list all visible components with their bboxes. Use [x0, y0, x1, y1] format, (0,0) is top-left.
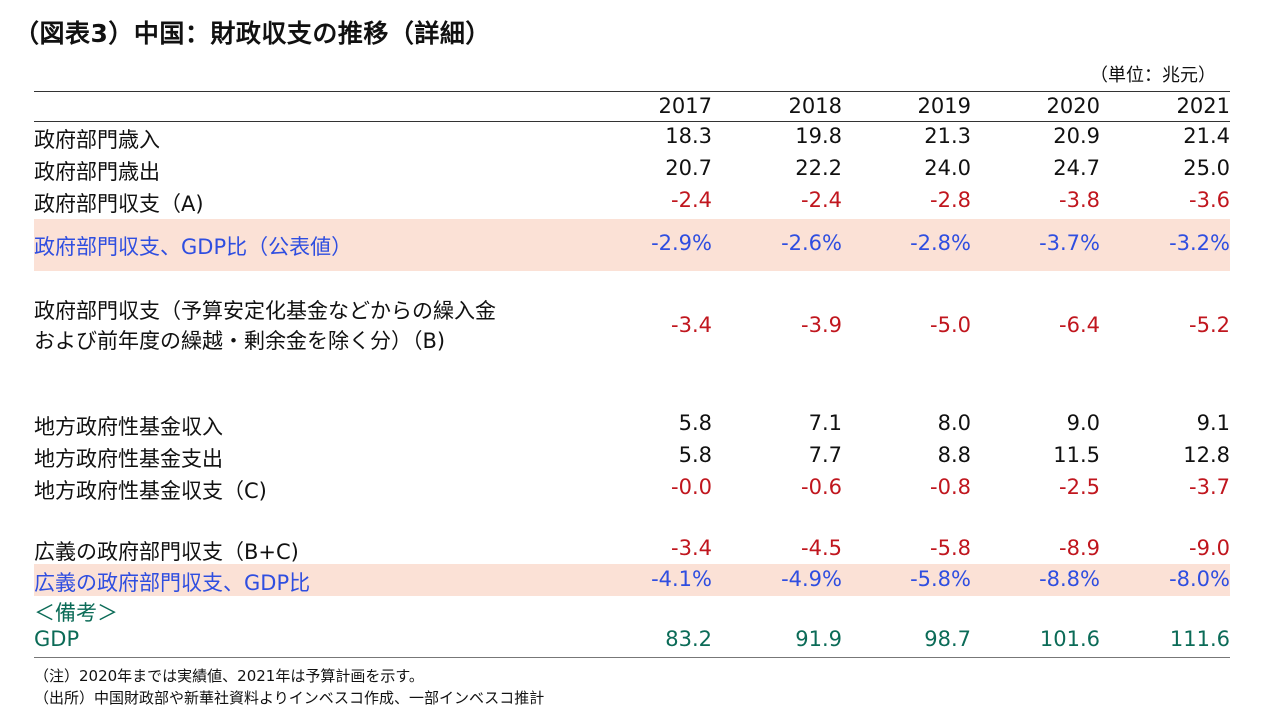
cell-value: 20.9: [1053, 124, 1100, 148]
cell-value: 98.7: [924, 627, 971, 651]
row-label: 地方政府性基金収入: [34, 415, 223, 439]
cell-value: 111.6: [1169, 627, 1230, 651]
cell-value: 12.8: [1183, 443, 1230, 467]
cell-value: -4.1%: [651, 567, 712, 591]
highlight-band: [34, 564, 1230, 596]
cell-value: 91.9: [795, 627, 842, 651]
row-label: GDP: [34, 627, 80, 651]
row-label: 政府部門歳出: [34, 160, 160, 184]
cell-value: 7.1: [808, 411, 842, 435]
source-note: （出所）中国財政部や新華社資料よりインベスコ作成、一部インベスコ推計: [34, 689, 545, 707]
cell-value: -3.6: [1189, 188, 1230, 212]
cell-value: 19.8: [795, 124, 842, 148]
footnote: （注）2020年までは実績値、2021年は予算計画を示す。: [34, 667, 424, 685]
year-header: 2021: [1176, 94, 1230, 118]
cell-value: -2.4: [801, 188, 842, 212]
cell-value: 8.0: [937, 411, 971, 435]
row-label: および前年度の繰越・剰余金を除く分）（B): [34, 329, 446, 353]
row-label: 広義の政府部門収支、GDP比: [34, 571, 311, 595]
cell-value: -5.0: [930, 313, 971, 337]
page-title: （図表3）中国：財政収支の推移（詳細）: [14, 19, 491, 48]
row-label: 政府部門収支（A): [34, 192, 204, 216]
cell-value: -8.0%: [1169, 567, 1230, 591]
cell-value: -2.4: [671, 188, 712, 212]
cell-value: 101.6: [1039, 627, 1100, 651]
cell-value: -0.0: [671, 475, 712, 499]
row-label: 広義の政府部門収支（B+C): [34, 540, 299, 564]
cell-value: -2.8%: [910, 231, 971, 255]
cell-value: -6.4: [1059, 313, 1100, 337]
cell-value: 25.0: [1183, 156, 1230, 180]
year-header: 2018: [788, 94, 842, 118]
year-header: 2017: [658, 94, 712, 118]
row-label: 地方政府性基金支出: [34, 447, 223, 471]
header-rule: [34, 121, 1230, 122]
cell-value: 5.8: [678, 443, 712, 467]
table-bottom-rule: [34, 657, 1230, 658]
highlight-band: [34, 219, 1230, 271]
cell-value: -2.8: [930, 188, 971, 212]
cell-value: -5.8: [930, 536, 971, 560]
cell-value: 7.7: [808, 443, 842, 467]
year-header: 2020: [1046, 94, 1100, 118]
cell-value: -8.8%: [1039, 567, 1100, 591]
cell-value: 24.7: [1053, 156, 1100, 180]
cell-value: 5.8: [678, 411, 712, 435]
cell-value: -2.9%: [651, 231, 712, 255]
cell-value: -3.8: [1059, 188, 1100, 212]
cell-value: -3.7%: [1039, 231, 1100, 255]
year-header: 2019: [917, 94, 971, 118]
cell-value: 20.7: [665, 156, 712, 180]
row-label: 政府部門歳入: [34, 128, 160, 152]
cell-value: 9.1: [1196, 411, 1230, 435]
cell-value: -4.5: [801, 536, 842, 560]
cell-value: 18.3: [665, 124, 712, 148]
cell-value: 9.0: [1066, 411, 1100, 435]
cell-value: -5.8%: [910, 567, 971, 591]
memo-label: ＜備考＞: [34, 601, 118, 625]
cell-value: -3.4: [671, 536, 712, 560]
cell-value: -4.9%: [781, 567, 842, 591]
cell-value: -2.5: [1059, 475, 1100, 499]
cell-value: -3.9: [801, 313, 842, 337]
cell-value: -8.9: [1059, 536, 1100, 560]
row-label: 地方政府性基金収支（C): [34, 479, 267, 503]
cell-value: -3.2%: [1169, 231, 1230, 255]
cell-value: 22.2: [795, 156, 842, 180]
unit-label: （単位：兆元）: [1090, 65, 1216, 86]
cell-value: 11.5: [1053, 443, 1100, 467]
cell-value: -3.4: [671, 313, 712, 337]
cell-value: 21.3: [924, 124, 971, 148]
row-label: 政府部門収支（予算安定化基金などからの繰入金: [34, 299, 496, 323]
cell-value: -0.8: [930, 475, 971, 499]
cell-value: -3.7: [1189, 475, 1230, 499]
row-label: 政府部門収支、GDP比（公表値）: [34, 235, 353, 259]
cell-value: -9.0: [1189, 536, 1230, 560]
cell-value: 21.4: [1183, 124, 1230, 148]
cell-value: -0.6: [801, 475, 842, 499]
table-top-rule: [34, 91, 1230, 92]
cell-value: -2.6%: [781, 231, 842, 255]
cell-value: 83.2: [665, 627, 712, 651]
cell-value: -5.2: [1189, 313, 1230, 337]
cell-value: 24.0: [924, 156, 971, 180]
cell-value: 8.8: [937, 443, 971, 467]
